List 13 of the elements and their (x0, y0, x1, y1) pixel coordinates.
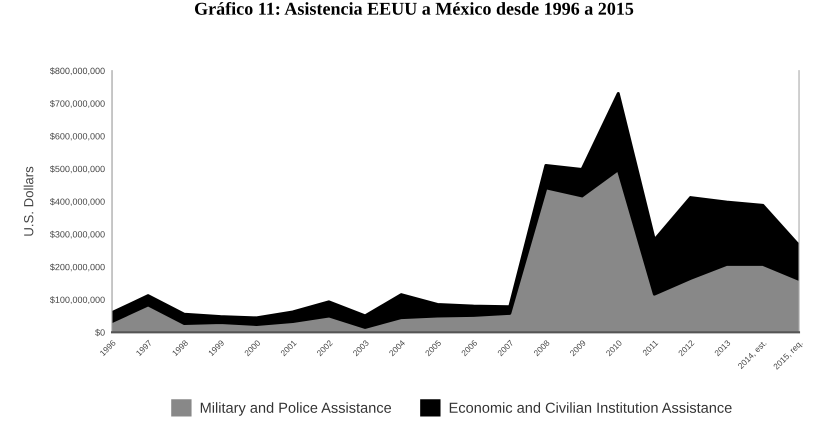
y-tick-label: $500,000,000 (50, 165, 105, 174)
y-tick-label: $200,000,000 (50, 263, 105, 272)
y-axis-title: U.S. Dollars (24, 166, 34, 236)
y-tick-label: $600,000,000 (50, 132, 105, 141)
y-tick-label: $300,000,000 (50, 230, 105, 239)
y-tick-label: $400,000,000 (50, 198, 105, 206)
y-tick-label: $700,000,000 (50, 100, 105, 108)
y-tick-label: $0 (95, 328, 105, 336)
y-tick-label: $800,000,000 (50, 67, 105, 76)
y-tick-label: $100,000,000 (50, 296, 105, 304)
legend-label: Military and Police Assistance (200, 402, 392, 416)
legend-label: Economic and Civilian Institution Assistance (450, 402, 732, 413)
chart-title: Gráfico 11: Asistencia EEUU a México desde 1996 a 2015 (194, 2, 634, 15)
